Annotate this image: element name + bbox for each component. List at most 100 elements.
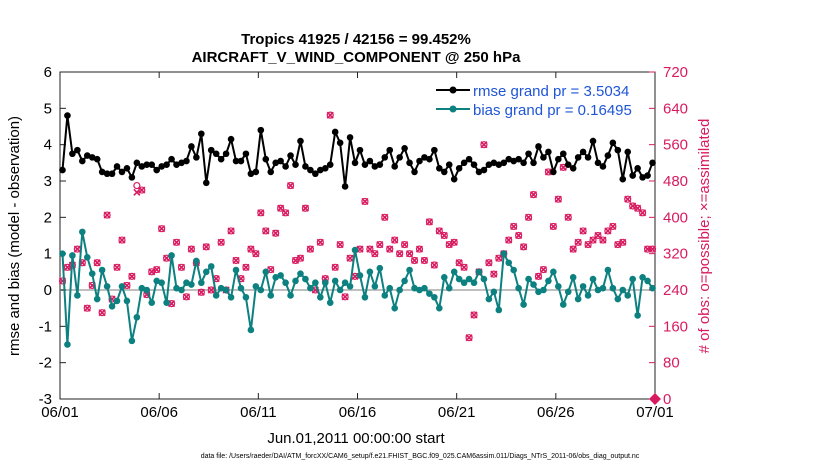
obs-assimilated-point	[520, 243, 528, 251]
obs-possible-point	[401, 240, 409, 249]
obs-possible-point	[549, 222, 557, 231]
rmse-point	[505, 155, 513, 163]
rmse-point	[569, 164, 577, 172]
bias-point	[485, 295, 493, 303]
rmse-point	[336, 139, 344, 147]
obs-possible-point	[277, 204, 285, 212]
x-tick-label: 06/01	[41, 404, 79, 421]
y2-origin-marker	[649, 393, 661, 405]
rmse-point	[604, 152, 612, 159]
obs-possible-point	[128, 272, 136, 280]
rmse-point	[475, 168, 483, 176]
obs-possible-point	[435, 227, 443, 235]
obs-possible-point	[579, 227, 587, 235]
rmse-point	[639, 174, 646, 181]
y2-tick-label: 240	[663, 282, 688, 299]
y-tick-label: 3	[44, 173, 52, 190]
bias-point	[212, 292, 220, 299]
obs-assimilated-point	[202, 243, 210, 251]
rmse-point	[88, 154, 96, 161]
obs-possible-point	[163, 254, 171, 262]
rmse-point	[535, 143, 542, 150]
bias-point	[341, 279, 349, 287]
bias-point	[282, 279, 289, 287]
bias-point	[589, 275, 597, 283]
obs-assimilated-point	[103, 211, 111, 219]
rmse-point	[559, 150, 567, 158]
obs-assimilated-point	[291, 256, 300, 265]
obs-possible-point	[391, 236, 399, 244]
y2-tick-label: 320	[663, 246, 688, 263]
bias-point	[173, 284, 180, 292]
bias-point	[59, 250, 66, 257]
obs-possible-point	[341, 293, 349, 301]
obs-possible-point	[485, 259, 493, 267]
rmse-point	[98, 168, 106, 176]
obs-assimilated-point	[197, 288, 205, 296]
obs-assimilated-point	[118, 236, 126, 244]
bias-point	[351, 246, 359, 254]
rmse-point	[307, 166, 314, 174]
bias-point	[133, 313, 141, 321]
rmse-point	[609, 139, 617, 147]
y-tick-label: 0	[44, 282, 52, 299]
obs-assimilated-point	[410, 256, 419, 265]
obs-assimilated-point	[450, 238, 458, 246]
bias-point	[406, 266, 413, 274]
obs-possible-point	[262, 227, 270, 235]
rmse-point	[371, 163, 379, 170]
y2-tick-label: 400	[663, 209, 688, 226]
bias-point	[188, 281, 195, 288]
obs-assimilated-point	[505, 236, 513, 244]
obs-assimilated-point	[371, 250, 379, 258]
rmse-point	[455, 164, 463, 172]
rmse-point	[222, 150, 230, 158]
bias-point	[247, 326, 255, 334]
rmse-point	[262, 155, 270, 163]
obs-assimilated-point	[376, 241, 384, 249]
obs-possible-point	[182, 293, 191, 301]
obs-possible-point	[396, 250, 404, 258]
rmse-point	[485, 161, 493, 168]
obs-assimilated-point	[63, 263, 72, 271]
obs-assimilated-point	[252, 250, 260, 258]
bias-point	[272, 273, 279, 281]
rmse-point	[495, 161, 503, 168]
bias-point	[346, 283, 354, 290]
rmse-point	[480, 166, 488, 174]
obs-possible-point	[366, 245, 374, 253]
obs-possible-point	[559, 163, 567, 171]
rmse-point	[217, 155, 225, 163]
obs-possible-point	[564, 213, 572, 221]
bias-point	[505, 259, 513, 267]
obs-assimilated-point	[128, 272, 136, 280]
bias-point	[242, 293, 250, 301]
rmse-point	[500, 159, 508, 167]
obs-assimilated-point	[624, 195, 632, 203]
rmse-point	[257, 126, 265, 134]
bias-point	[614, 295, 622, 303]
bias-point	[361, 293, 369, 301]
rmse-point	[188, 143, 195, 150]
obs-assimilated-point	[306, 245, 314, 253]
bias-point	[321, 279, 329, 287]
obs-possible-point	[643, 245, 652, 253]
obs-assimilated-point	[619, 238, 627, 246]
rmse-point	[133, 159, 141, 167]
bias-point	[113, 297, 121, 305]
bias-point	[450, 268, 458, 276]
bias-point	[148, 299, 156, 307]
obs-assimilated-point	[286, 181, 295, 190]
bias-point	[79, 228, 86, 236]
bias-point	[267, 292, 275, 299]
bias-point	[198, 279, 205, 287]
rmse-point	[445, 161, 453, 168]
obs-assimilated-point	[242, 263, 250, 271]
rmse-point	[510, 157, 517, 165]
bias-point	[490, 288, 498, 296]
y-tick-label: -2	[39, 355, 52, 372]
y2-tick-label: 160	[663, 318, 688, 335]
bias-point	[128, 337, 136, 345]
rmse-point	[123, 164, 131, 172]
rmse-point	[540, 154, 547, 161]
